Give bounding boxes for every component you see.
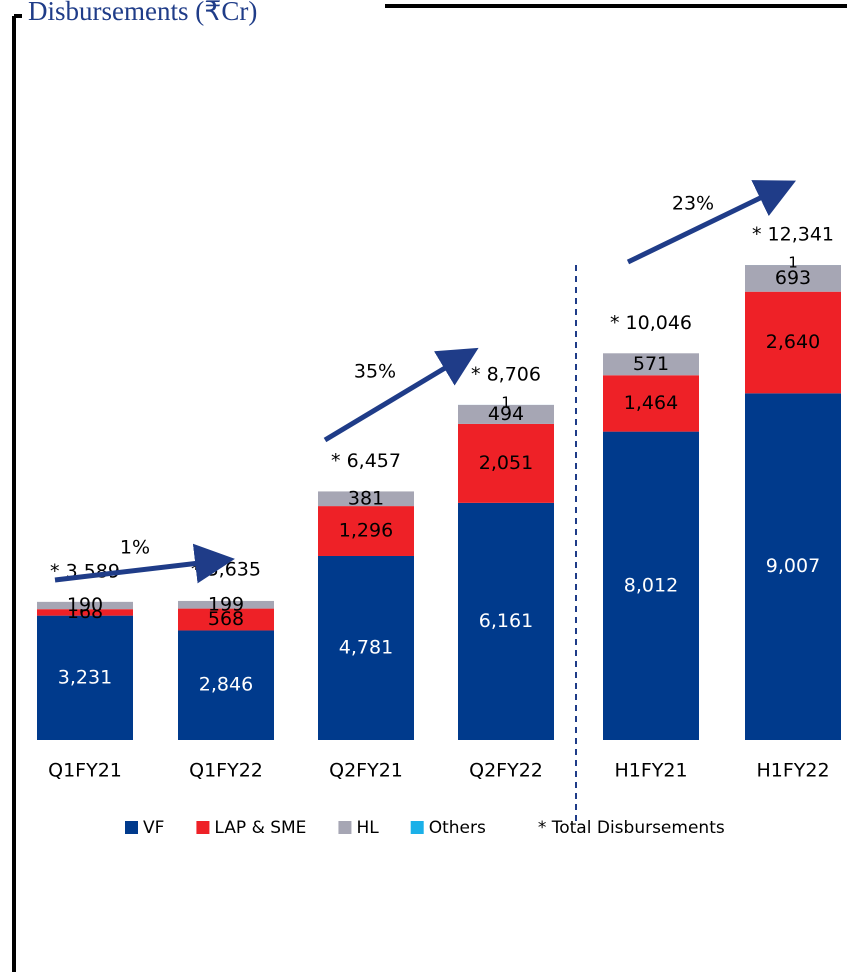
bar-segment (318, 491, 414, 507)
data-label: 568 (208, 608, 244, 630)
total-label: * 10,046 (610, 312, 692, 334)
bar-segment (178, 600, 274, 609)
bar-segment (318, 506, 414, 556)
total-label: * 6,457 (331, 450, 401, 472)
data-label: 494 (488, 403, 524, 425)
legend-label: HL (356, 818, 379, 838)
bar-segment (37, 615, 133, 740)
growth-label: 35% (354, 361, 396, 383)
bar-segment (178, 630, 274, 740)
bar-segment (37, 609, 133, 616)
data-label: 4,781 (339, 636, 393, 658)
bar-segment (603, 353, 699, 376)
bar-segment (745, 393, 841, 740)
data-label: 571 (633, 353, 669, 375)
chart-title: Disbursements (₹Cr) (28, 0, 257, 26)
data-label: 2,640 (766, 331, 820, 353)
bar-segment (458, 423, 554, 503)
data-label: 3,231 (58, 666, 112, 688)
legend-label: Others (429, 818, 486, 838)
data-label: 9,007 (766, 555, 820, 577)
growth-label: 1% (120, 537, 150, 559)
bar-segment (458, 502, 554, 740)
data-label: 381 (348, 487, 384, 509)
legend-note: * Total Disbursements (538, 818, 725, 838)
data-label: 2,846 (199, 674, 253, 696)
data-label: 1,296 (339, 520, 393, 542)
legend-swatch (196, 821, 210, 834)
bar-segment (745, 265, 841, 292)
legend-swatch (338, 821, 352, 834)
data-label: 8,012 (624, 574, 678, 596)
legend-label: LAP & SME (214, 818, 306, 838)
bar-segment (318, 555, 414, 740)
data-label: 693 (775, 267, 811, 289)
total-label: * 12,341 (752, 224, 834, 246)
data-label: 1,464 (624, 392, 678, 414)
legend-swatch (410, 821, 424, 834)
bar-segment (178, 608, 274, 631)
x-tick-label: H1FY21 (614, 760, 687, 782)
x-tick-label: Q1FY21 (48, 760, 122, 782)
data-label: 1 (501, 393, 511, 411)
total-label: * 8,706 (471, 363, 541, 385)
growth-label: 23% (672, 193, 714, 215)
bar-segment (603, 431, 699, 740)
x-tick-label: H1FY22 (756, 760, 829, 782)
data-label: 190 (67, 594, 103, 616)
data-label: 1 (788, 254, 798, 272)
growth-arrow (323, 347, 479, 443)
x-tick-label: Q1FY22 (189, 760, 263, 782)
data-label: 2,051 (479, 452, 533, 474)
bar-segment (603, 375, 699, 432)
data-label: 199 (208, 593, 244, 615)
legend-label: VF (143, 818, 164, 838)
data-label: 6,161 (479, 610, 533, 632)
legend-swatch (125, 821, 138, 834)
growth-arrow (626, 180, 797, 265)
bar-segment (37, 601, 133, 610)
growth-arrow (54, 543, 235, 584)
x-tick-label: Q2FY21 (329, 760, 403, 782)
x-tick-label: Q2FY22 (469, 760, 543, 782)
bar-segment (745, 291, 841, 394)
bar-segment (458, 404, 554, 424)
